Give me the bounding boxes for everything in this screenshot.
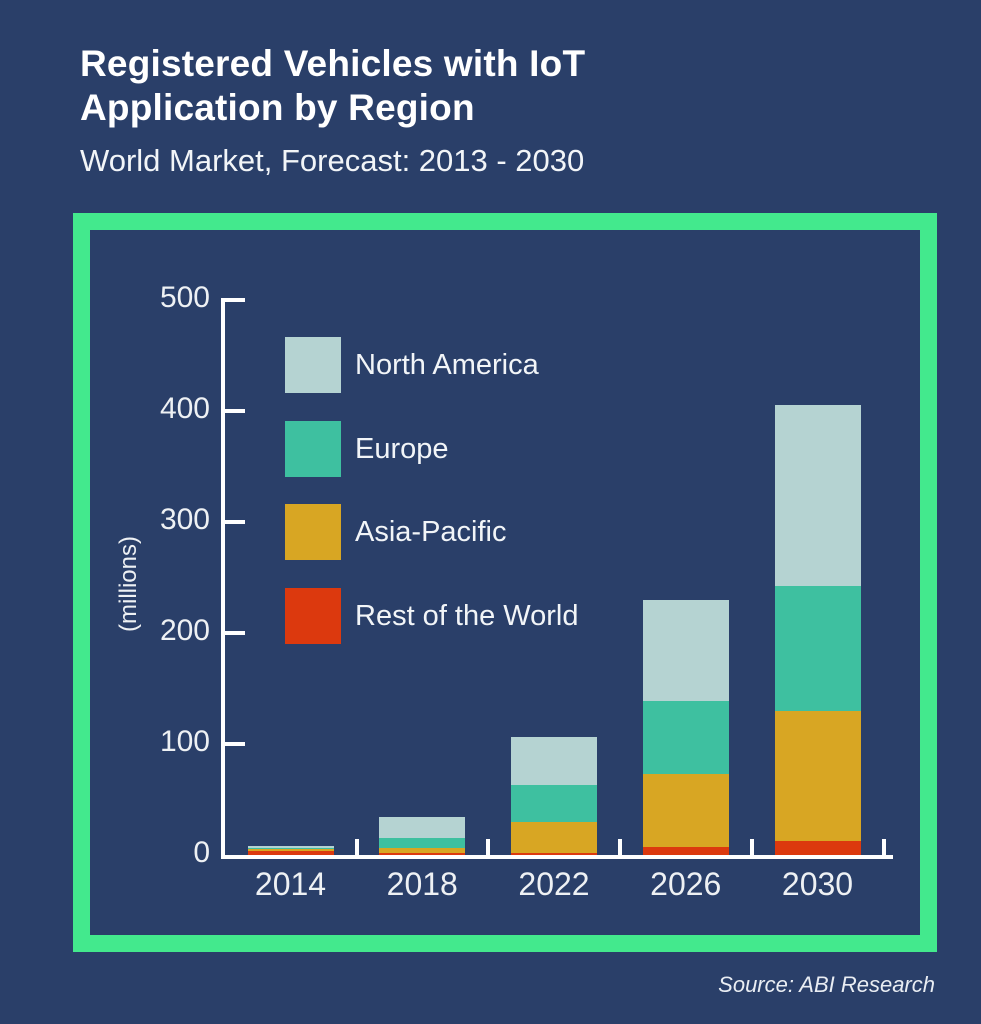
chart-frame xyxy=(73,213,937,952)
y-axis-line xyxy=(221,298,225,859)
x-axis-label-2026: 2026 xyxy=(650,866,722,902)
y-tick-label-300: 300 xyxy=(159,503,210,536)
y-tick-300 xyxy=(225,520,245,524)
y-tick-label-0: 0 xyxy=(193,836,210,869)
x-axis-label-2014: 2014 xyxy=(254,866,327,902)
bar-segment-europe-2018 xyxy=(379,838,466,849)
bar-segment-asia-pacific-2022 xyxy=(511,821,597,853)
bar-segment-europe-2014 xyxy=(247,848,334,850)
x-tick-4 xyxy=(881,839,886,855)
y-tick-label-100: 100 xyxy=(159,725,210,758)
x-tick-1 xyxy=(486,839,491,855)
y-tick-label-500: 500 xyxy=(159,281,210,314)
x-axis-label-2022: 2022 xyxy=(518,866,590,902)
chart-title-line2: Application by Region xyxy=(80,87,475,128)
bar-segment-rest-of-the-world-2030 xyxy=(774,840,861,855)
y-tick-100 xyxy=(225,742,245,746)
bar-segment-europe-2022 xyxy=(511,785,597,822)
chart-subtitle: World Market, Forecast: 2013 - 2030 xyxy=(80,143,585,178)
y-tick-400 xyxy=(225,409,245,413)
bar-segment-rest-of-the-world-2018 xyxy=(379,852,466,855)
bar-segment-asia-pacific-2018 xyxy=(379,848,466,853)
x-tick-3 xyxy=(749,839,754,855)
x-axis-label-2030: 2030 xyxy=(781,866,854,902)
bar-segment-north-america-2030 xyxy=(774,405,861,587)
y-tick-200 xyxy=(225,631,245,635)
bar-segment-asia-pacific-2014 xyxy=(247,849,334,851)
x-axis-label-2018: 2018 xyxy=(386,866,458,902)
bar-segment-rest-of-the-world-2014 xyxy=(247,850,334,855)
source-note: Source: ABI Research xyxy=(718,972,935,997)
legend-swatch-rest-of-the-world xyxy=(285,588,341,645)
legend-swatch-north-america xyxy=(285,337,341,393)
y-tick-500 xyxy=(225,298,245,302)
bar-segment-north-america-2022 xyxy=(511,737,597,786)
bar-segment-north-america-2026 xyxy=(642,599,729,701)
legend-label-rest-of-the-world: Rest of the World xyxy=(355,600,579,633)
x-axis-line xyxy=(221,855,893,859)
legend-swatch-asia-pacific xyxy=(285,504,341,561)
bar-segment-asia-pacific-2026 xyxy=(642,773,729,848)
legend-label-asia-pacific: Asia-Pacific xyxy=(355,516,507,549)
y-tick-label-200: 200 xyxy=(159,614,210,647)
x-tick-2 xyxy=(618,839,622,855)
bar-segment-north-america-2018 xyxy=(379,817,466,839)
legend-label-europe: Europe xyxy=(355,432,449,465)
legend-swatch-europe xyxy=(285,420,341,477)
bar-segment-europe-2026 xyxy=(642,700,729,774)
bar-segment-north-america-2014 xyxy=(247,846,334,849)
chart-title-line1: Registered Vehicles with IoT xyxy=(80,43,586,84)
bar-segment-europe-2030 xyxy=(774,586,861,711)
legend-label-north-america: North America xyxy=(355,349,539,381)
bar-segment-asia-pacific-2030 xyxy=(774,710,861,841)
y-axis-title: (millions) xyxy=(115,536,142,632)
y-tick-label-400: 400 xyxy=(159,392,210,425)
x-tick-0 xyxy=(354,839,359,855)
bar-segment-rest-of-the-world-2026 xyxy=(642,847,729,855)
bar-segment-rest-of-the-world-2022 xyxy=(511,852,597,855)
chart-title: Registered Vehicles with IoT Application… xyxy=(80,42,585,130)
